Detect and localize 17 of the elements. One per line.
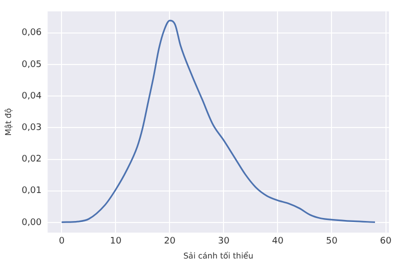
y-tick-label: 0,06 <box>22 28 42 38</box>
y-tick-label: 0,02 <box>22 154 42 165</box>
y-tick-label: 0,01 <box>22 186 42 196</box>
x-tick-label: 20 <box>164 236 176 246</box>
x-tick-label: 10 <box>110 236 122 246</box>
line-series <box>60 20 376 223</box>
y-tick-label: 0,00 <box>22 218 42 228</box>
x-tick-label: 60 <box>380 236 392 246</box>
x-tick-label: 30 <box>218 236 230 246</box>
y-tick-label: 0,05 <box>22 60 42 70</box>
y-tick-label: 0,03 <box>22 123 42 134</box>
x-axis-title: Sải cánh tối thiểu <box>183 251 254 260</box>
x-tick-label: 40 <box>272 236 284 246</box>
y-axis-title: Mật độ <box>4 108 13 136</box>
x-tick-label: 50 <box>326 236 338 246</box>
x-tick-label: 0 <box>58 236 65 246</box>
y-tick-label: 0,04 <box>22 91 42 102</box>
